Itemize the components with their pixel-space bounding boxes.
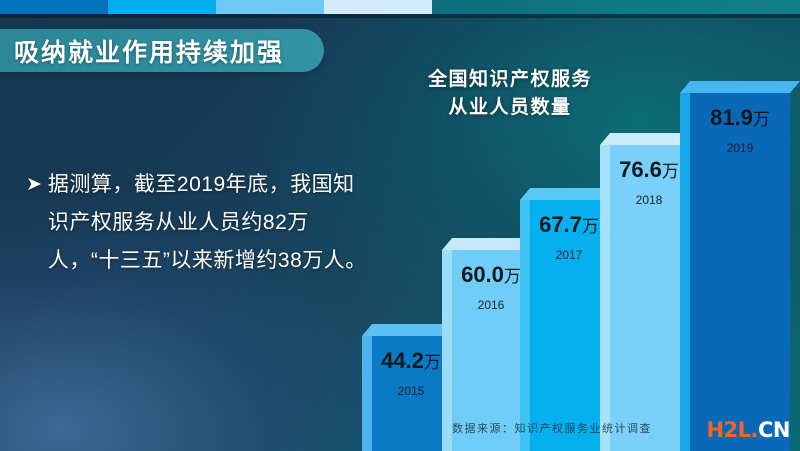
stripe-segment-3 <box>216 0 324 14</box>
top-color-stripe <box>0 0 800 14</box>
stripe-segment-2 <box>108 0 216 14</box>
bullet-block: ➤ 据测算，截至2019年底，我国知识产权服务从业人员约82万人，“十三五”以来… <box>26 166 376 280</box>
bullet-arrow-icon: ➤ <box>26 174 42 195</box>
chart-source-note: 数据来源：知识产权服务业统计调查 <box>452 423 652 435</box>
bar-side-face-2018 <box>600 139 610 451</box>
bar-category-label-2015: 2015 <box>397 384 425 398</box>
bar-side-face-2017 <box>520 194 530 451</box>
bar-2017[interactable]: 67.7万 2017 <box>520 188 619 451</box>
bar-chart: 全国知识产权服务 从业人员数量 44.2万 2015 60.0万 2016 67.7万 2… <box>360 60 800 451</box>
watermark-part-b: CN <box>758 418 791 442</box>
bar-front-face-2019 <box>690 93 790 451</box>
bar-value-label-2018: 76.6万 <box>619 157 679 182</box>
bar-value-label-2017: 67.7万 <box>539 212 599 237</box>
watermark: H2L.CN <box>706 418 790 442</box>
bar-category-label-2018: 2018 <box>635 193 663 207</box>
stripe-segment-5 <box>432 0 800 14</box>
bar-top-face-2019 <box>680 81 800 93</box>
bar-value-label-2016: 60.0万 <box>461 262 521 287</box>
bar-category-label-2017: 2017 <box>555 248 583 262</box>
chart-title: 全国知识产权服务 从业人员数量 <box>360 66 660 122</box>
bar-category-label-2016: 2016 <box>477 298 505 312</box>
bar-value-label-2019: 81.9万 <box>710 105 770 130</box>
stripe-shadow <box>0 14 800 18</box>
page-title: 吸纳就业作用持续加强 <box>14 38 285 67</box>
bar-side-face-2015 <box>362 330 372 451</box>
stripe-segment-1 <box>0 0 108 14</box>
bar-2015[interactable]: 44.2万 2015 <box>362 324 461 451</box>
bar-2019[interactable]: 81.9万 2019 <box>680 81 800 451</box>
bar-front-face-2015 <box>372 336 450 451</box>
stripe-segment-4 <box>324 0 432 14</box>
bar-side-face-2016 <box>442 244 452 451</box>
bar-side-face-2019 <box>680 87 690 451</box>
bar-value-label-2015: 44.2万 <box>381 348 441 373</box>
chart-title-line-1: 全国知识产权服务 <box>427 69 592 90</box>
bar-2018[interactable]: 76.6万 2018 <box>600 133 699 451</box>
bullet-paragraph: 据测算，截至2019年底，我国知识产权服务从业人员约82万人，“十三五”以来新增… <box>47 173 367 272</box>
chart-title-line-2: 从业人员数量 <box>448 97 572 118</box>
bar-front-face-2016 <box>452 250 530 451</box>
bar-front-face-2017 <box>530 200 608 451</box>
watermark-part-a: H2L. <box>706 418 758 442</box>
bar-category-label-2019: 2019 <box>726 141 754 155</box>
bar-front-face-2018 <box>610 145 688 451</box>
section-title-banner: 吸纳就业作用持续加强 <box>0 29 325 72</box>
bar-2016[interactable]: 60.0万 2016 <box>442 238 541 451</box>
bar-series: 44.2万 2015 60.0万 2016 67.7万 2017 76.6万 2018 81.9… <box>360 60 800 451</box>
